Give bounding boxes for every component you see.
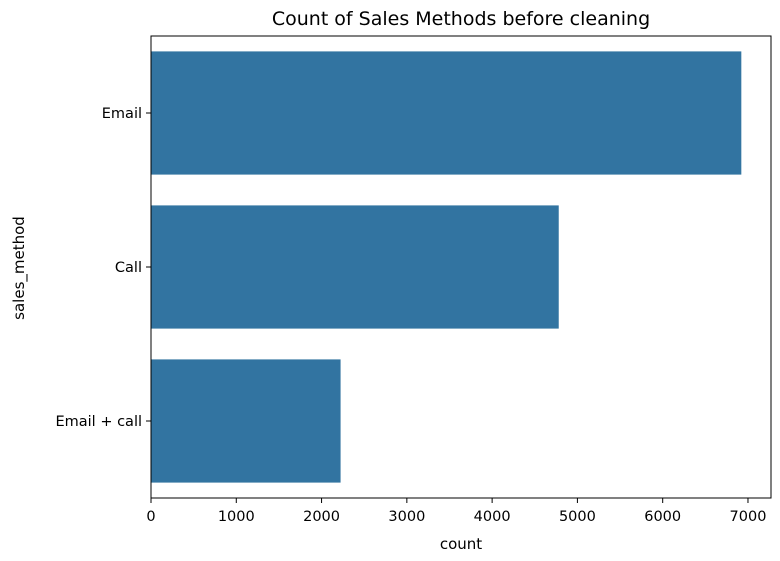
bar-call (151, 205, 559, 329)
x-ticks: 0 1000 2000 3000 4000 5000 6000 7000 (146, 498, 766, 525)
y-tick-label: Email + call (55, 414, 142, 430)
x-tick-label: 6000 (644, 509, 681, 525)
x-axis-label: count (440, 535, 482, 553)
x-tick-label: 7000 (730, 509, 767, 525)
x-tick-label: 2000 (303, 509, 340, 525)
y-tick-label: Call (115, 260, 142, 276)
x-tick-label: 4000 (474, 509, 511, 525)
x-tick-label: 1000 (218, 509, 255, 525)
y-tick-label: Email (102, 106, 142, 122)
y-axis-label: sales_method (10, 216, 29, 320)
bar-email (151, 51, 742, 175)
bar-email-call (151, 359, 341, 483)
x-tick-label: 0 (146, 509, 155, 525)
chart-title: Count of Sales Methods before cleaning (272, 8, 650, 30)
y-ticks: Email Call Email + call (55, 106, 151, 430)
x-tick-label: 5000 (559, 509, 596, 525)
bars-layer (151, 51, 742, 483)
x-tick-label: 3000 (388, 509, 425, 525)
